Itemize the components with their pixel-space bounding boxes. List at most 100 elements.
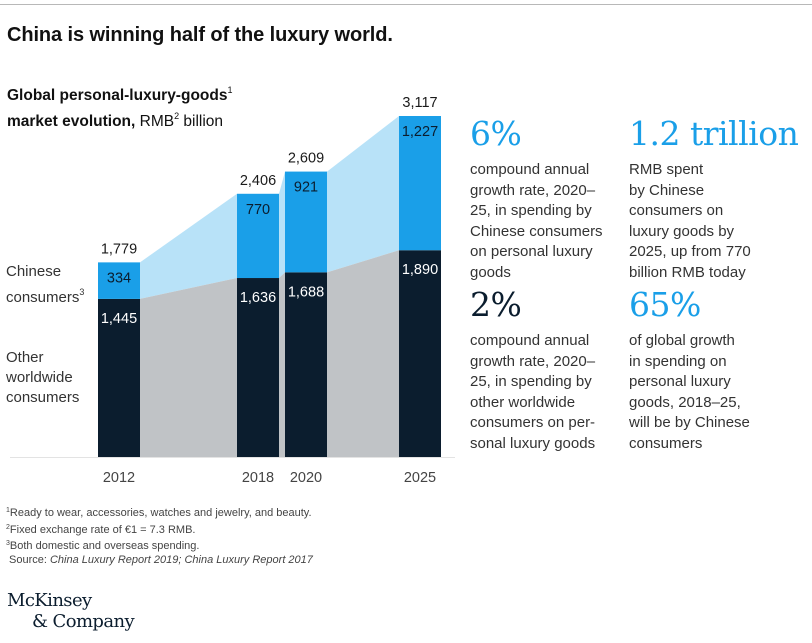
stat-value: 65% [629,285,701,324]
stat-line: growth rate, 2020– [470,352,596,370]
stat-line: consumers on [629,202,724,219]
bar-chinese-2012 [98,262,140,299]
source-titles: China Luxury Report 2019; China Luxury R… [49,553,313,566]
source-prefix: Source: [9,553,50,566]
bar-other-2018 [237,278,279,457]
mckinsey-logo: McKinsey & Company [7,590,135,632]
stat-line: on personal luxury [470,243,593,260]
footnote-marker: 3 [6,540,10,547]
x-tick-label-2025: 2025 [404,470,436,486]
stat-line: sonal luxury goods [470,434,596,452]
stat-line: luxury goods by [629,222,735,240]
other-value-label-2012: 1,445 [101,311,137,327]
stat-line: billion RMB today [629,263,746,281]
total-label-2020: 2,609 [288,151,324,167]
bar-other-2025 [399,250,441,457]
stat-line: compound annual [470,332,590,349]
other-value-label-2018: 1,636 [240,290,276,306]
logo-line1: McKinsey [7,590,92,611]
footnote-2: 2Fixed exchange rate of €1 = 7.3 RMB. [6,521,313,538]
x-tick-label-2012: 2012 [103,470,135,486]
source-note: Source: China Luxury Report 2019; China … [6,554,313,568]
bar-chinese-2018 [237,193,279,279]
stat-value: 6% [470,114,522,153]
stat-value: 1.2 trillion [629,114,799,153]
chinese-value-label-2020: 921 [294,180,318,196]
stat-line: 2025, up from 770 [629,243,751,260]
stat-line: other worldwide [470,393,576,411]
stat-line: goods [470,263,511,281]
page-title: China is winning half of the luxury worl… [7,24,393,46]
footnote-ref-1: 1 [227,85,233,95]
stat-other-cagr: 2% compound annual growth rate, 2020– 25… [470,287,595,454]
legend-other-line1: Other [6,349,44,366]
area-chinese-2018-2020 [279,171,285,279]
total-label-2025: 3,117 [402,95,437,111]
legend-chinese-line1: Chinese [6,263,62,280]
other-value-label-2020: 1,688 [288,284,324,300]
stat-line: growth rate, 2020– [470,181,596,199]
logo-line2: & Company [32,611,135,632]
footnote-text: Fixed exchange rate of €1 = 7.3 RMB. [9,523,196,536]
footnote-marker: 1 [6,507,10,514]
area-chinese-2020-2025 [327,116,399,273]
subtitle-line1: Global personal-luxury-goods [7,87,228,104]
subtitle-line2: market evolution, [7,113,136,130]
legend-other-line3: consumers [6,389,80,406]
footnote-ref-2: 2 [174,111,180,121]
bar-other-2020 [285,272,327,457]
stat-line: Chinese consumers [470,222,603,240]
stat-chinese-spend: 1.2 trillion RMB spent by Chinese consum… [629,114,799,283]
stat-line: RMB spent [629,161,704,178]
total-label-2018: 2,406 [240,173,276,189]
stat-description: compound annual growth rate, 2020– 25, i… [470,160,603,283]
x-tick-label-2018: 2018 [242,470,274,486]
footnote-text: Ready to wear, accessories, watches and … [9,507,312,519]
legend-label-other: Other worldwide consumers [6,348,79,408]
stat-description: compound annual growth rate, 2020– 25, i… [470,331,595,454]
stat-line: consumers [629,434,703,452]
footnote-1: 1Ready to wear, accessories, watches and… [6,504,313,521]
chinese-value-label-2018: 770 [246,202,270,218]
subtitle-unit: RMB [135,113,175,130]
legend-other-line2: worldwide [6,369,73,386]
x-tick-label-2020: 2020 [290,470,322,486]
stat-description: of global growth in spending on personal… [629,331,750,454]
legend-label-chinese: Chinese consumers3 [6,262,84,308]
bar-chinese-2025 [399,116,441,251]
stat-line: compound annual [470,161,590,178]
area-other-2018-2020 [279,272,285,457]
total-label-2012: 1,779 [101,241,137,257]
area-other-2012-2018 [140,278,237,457]
stat-chinese-cagr: 6% compound annual growth rate, 2020– 25… [470,116,603,283]
chinese-value-label-2025: 1,227 [402,124,438,140]
other-value-label-2025: 1,890 [402,262,438,278]
stat-line: by Chinese [629,181,705,199]
footnote-text: Both domestic and overseas spending. [9,540,200,552]
stat-line: 25, in spending by [470,373,592,390]
footnotes: 1Ready to wear, accessories, watches and… [6,504,313,567]
stat-line: in spending on [629,352,727,370]
stat-line: of global growth [629,332,735,349]
stat-description: RMB spent by Chinese consumers on luxury… [629,160,798,283]
stat-line: consumers on per- [470,414,596,431]
chart-subtitle: Global personal-luxury-goods1 market evo… [7,80,232,132]
area-chinese-2012-2018 [140,193,237,299]
stat-value: 2% [470,285,522,324]
stat-line: will be by Chinese [629,414,750,431]
top-rule [0,4,812,5]
chinese-value-label-2012: 334 [107,270,131,286]
stat-line: personal luxury [629,373,731,390]
stat-line: 25, in spending by [470,202,592,219]
bar-other-2012 [98,298,140,457]
footnote-ref-3: 3 [79,287,85,297]
footnote-marker: 2 [6,523,10,531]
subtitle-unit-rest: billion [179,113,224,130]
area-other-2020-2025 [327,250,399,457]
stat-growth-share: 65% of global growth in spending on pers… [629,287,750,454]
bar-chinese-2020 [285,171,327,273]
footnote-3: 3Both domestic and overseas spending. [6,537,313,554]
legend-chinese-line2: consumers [6,289,80,306]
stat-line: goods, 2018–25, [629,393,741,411]
